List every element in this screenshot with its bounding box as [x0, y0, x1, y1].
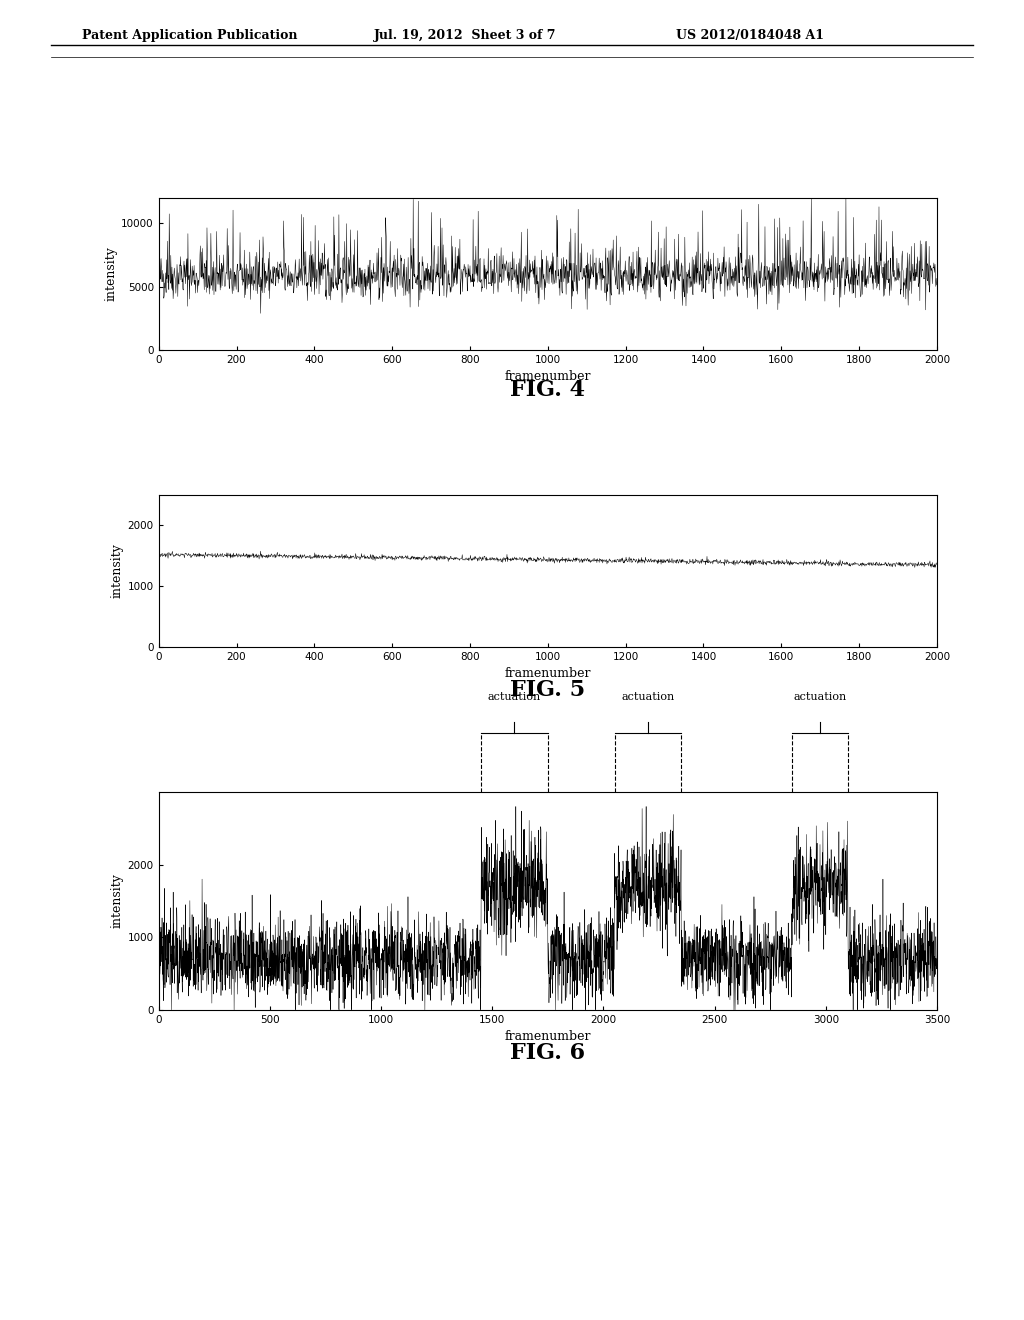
Y-axis label: intensity: intensity [111, 544, 124, 598]
Text: Patent Application Publication: Patent Application Publication [82, 29, 297, 42]
Text: FIG. 5: FIG. 5 [510, 678, 586, 701]
Text: US 2012/0184048 A1: US 2012/0184048 A1 [676, 29, 824, 42]
Text: FIG. 6: FIG. 6 [510, 1041, 586, 1064]
X-axis label: framenumber: framenumber [505, 667, 591, 680]
Text: Jul. 19, 2012  Sheet 3 of 7: Jul. 19, 2012 Sheet 3 of 7 [374, 29, 556, 42]
Text: actuation: actuation [487, 692, 541, 702]
Text: FIG. 4: FIG. 4 [510, 379, 586, 401]
X-axis label: framenumber: framenumber [505, 370, 591, 383]
Y-axis label: intensity: intensity [104, 247, 117, 301]
Text: actuation: actuation [794, 692, 847, 702]
Text: actuation: actuation [622, 692, 675, 702]
X-axis label: framenumber: framenumber [505, 1030, 591, 1043]
Y-axis label: intensity: intensity [111, 874, 124, 928]
